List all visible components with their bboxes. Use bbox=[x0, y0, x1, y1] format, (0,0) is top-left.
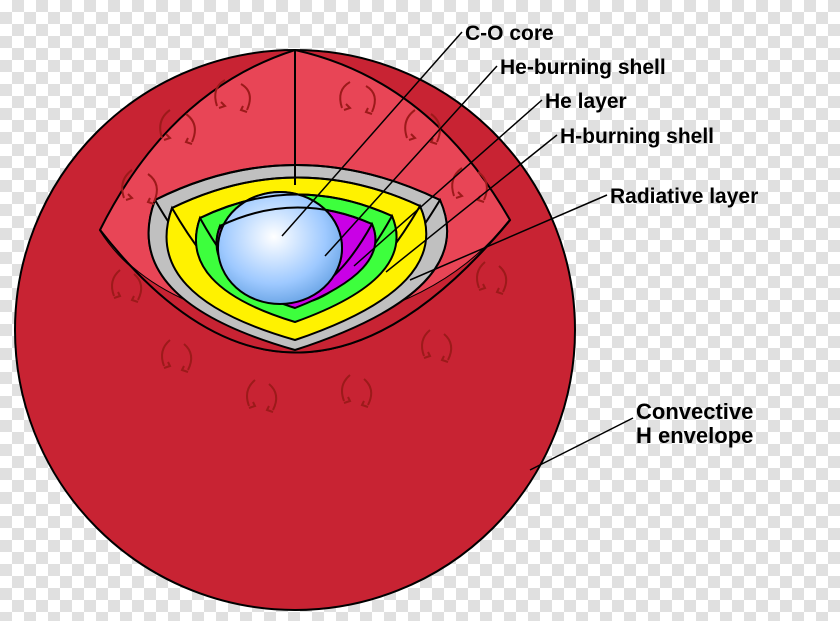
label-co-core: C-O core bbox=[465, 22, 554, 45]
label-h-burning-shell: H-burning shell bbox=[560, 125, 714, 148]
label-he-layer: He layer bbox=[545, 90, 627, 113]
label-he-burning-shell: He-burning shell bbox=[500, 56, 666, 79]
star-structure-diagram bbox=[0, 0, 840, 621]
label-radiative-layer: Radiative layer bbox=[610, 185, 758, 208]
label-convective-envelope: Convective H envelope bbox=[636, 400, 753, 448]
